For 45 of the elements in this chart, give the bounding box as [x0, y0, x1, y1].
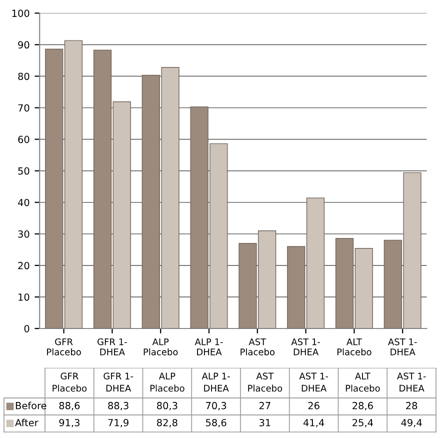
x-tick-label: AST Placebo [240, 338, 275, 356]
y-tick-label: 0 [24, 324, 30, 332]
data-label: 28,6 [352, 402, 373, 410]
category-label: ALP 1- DHEA [202, 372, 230, 392]
data-label: 82,8 [157, 418, 178, 428]
y-tick-label: 60 [18, 136, 30, 144]
category-label: GFR 1- DHEA [104, 372, 134, 392]
x-tick-label: ALP Placebo [144, 338, 178, 356]
x-tick-label: GFR Placebo [47, 338, 81, 356]
category-label: ALP Placebo [150, 372, 184, 392]
category-label: AST Placebo [248, 372, 282, 392]
category-label: AST 1- DHEA [299, 372, 328, 392]
y-tick-label: 80 [18, 72, 30, 80]
data-label: 70,3 [206, 402, 226, 410]
data-label: 88,6 [59, 402, 80, 410]
x-tick-label: AST 1- DHEA [291, 338, 320, 356]
x-tick-label: AST 1- DHEA [388, 338, 417, 356]
data-label: 49,4 [401, 418, 422, 428]
y-tick-label: 40 [18, 198, 30, 206]
data-label: 41,4 [303, 419, 324, 428]
x-tick-label: GFR 1- DHEA [98, 338, 127, 356]
data-label: 28 [406, 402, 418, 410]
legend-label: Before [16, 402, 46, 410]
data-label: 91,3 [59, 418, 80, 428]
y-tick-label: 30 [18, 230, 30, 238]
y-tick-label: 20 [18, 262, 30, 270]
y-tick-label: 70 [18, 104, 30, 112]
category-label: ALT Placebo [346, 372, 380, 392]
data-label: 71,9 [108, 418, 128, 428]
y-tick-label: 100 [12, 10, 30, 17]
data-label: 80,3 [157, 402, 178, 410]
data-label: 26 [308, 402, 320, 410]
category-label: GFR Placebo [52, 372, 87, 392]
y-tick-label: 50 [18, 167, 30, 175]
x-tick-label: ALP 1- DHEA [194, 338, 223, 356]
data-label: 27 [259, 402, 270, 410]
category-label: AST 1- DHEA [396, 372, 426, 392]
y-tick-label: 10 [18, 293, 30, 301]
data-label: 88,3 [108, 402, 128, 410]
data-label: 31 [259, 418, 270, 426]
x-tick-label: ALT Placebo [337, 338, 372, 356]
y-tick-label: 90 [18, 41, 30, 49]
data-label: 58,6 [206, 418, 226, 428]
legend-label: After [15, 418, 38, 426]
data-label: 25,4 [352, 418, 373, 428]
